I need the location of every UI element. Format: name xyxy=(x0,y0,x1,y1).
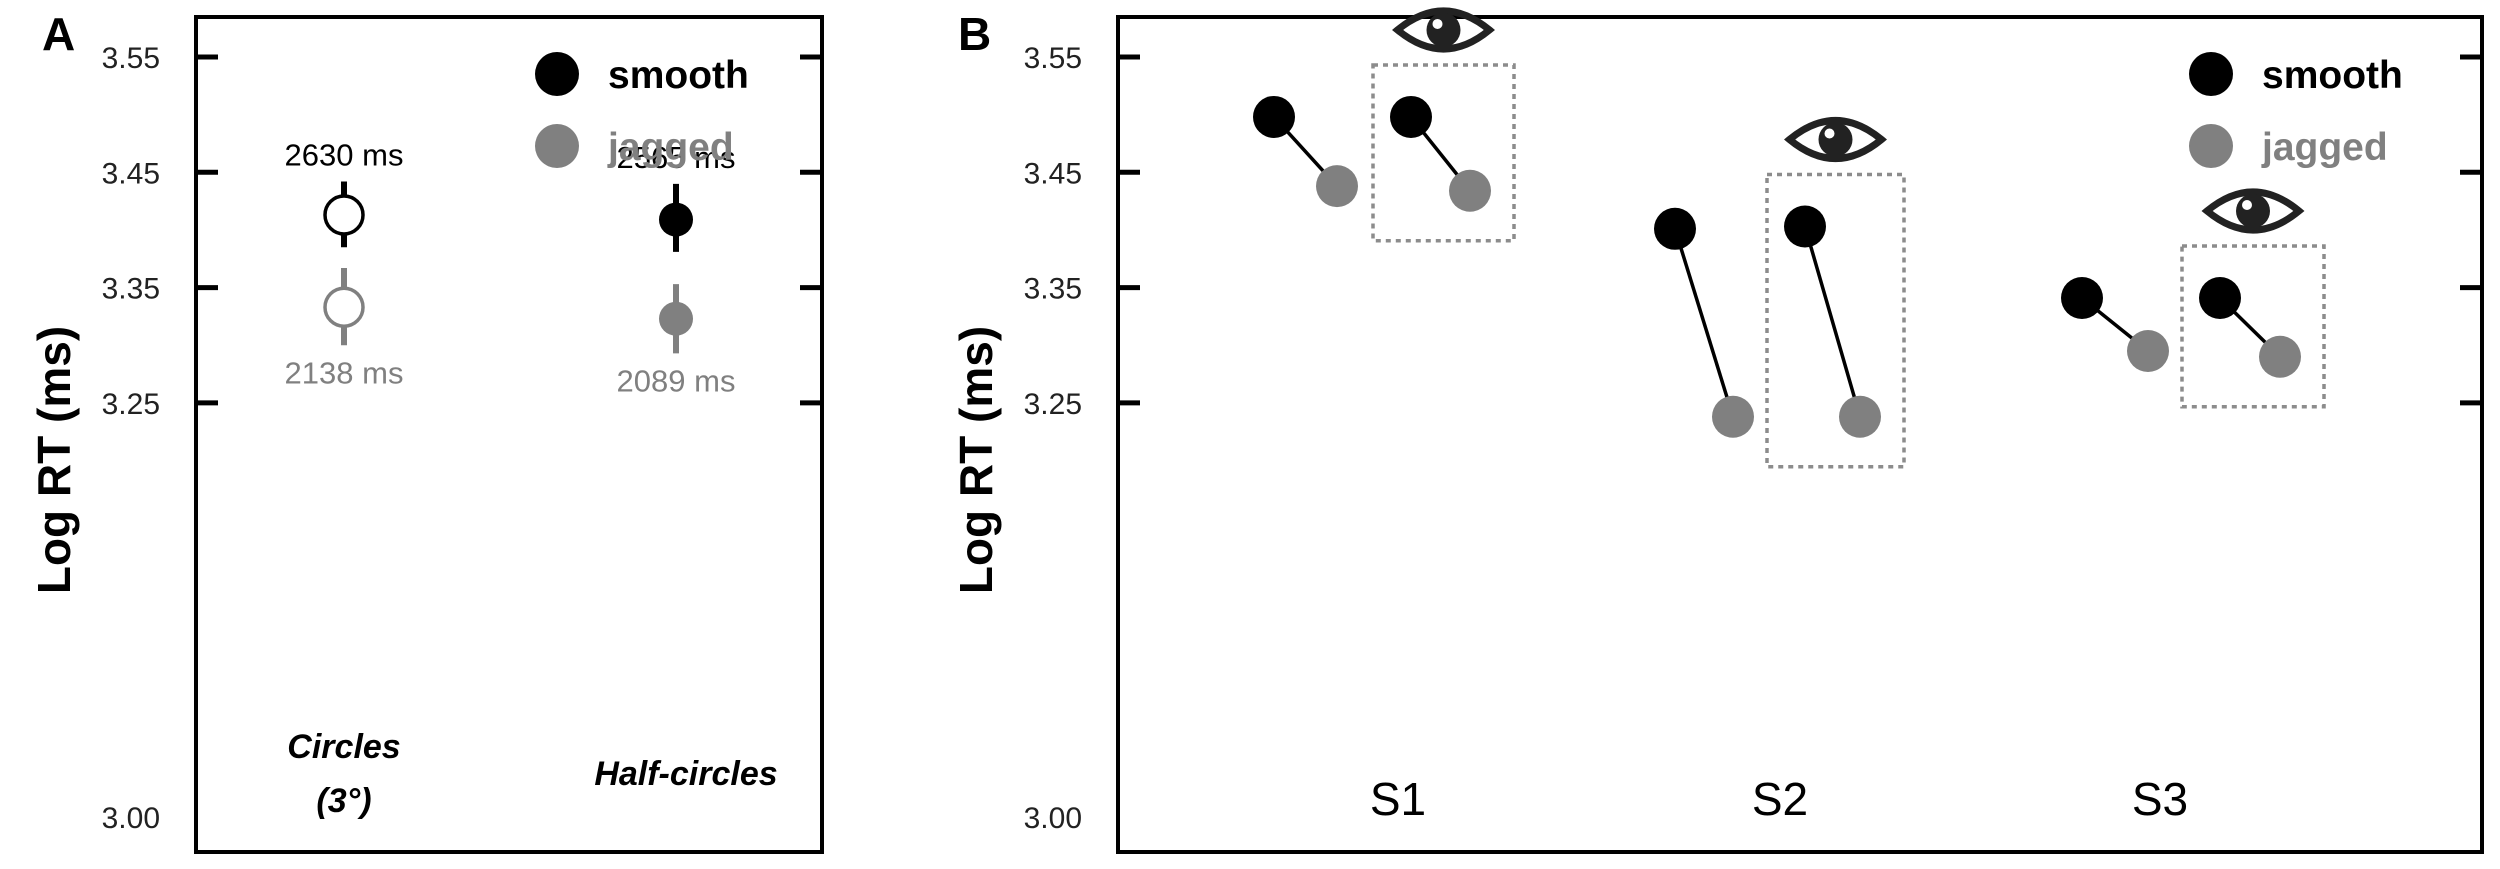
y-tick-label: 3.35 xyxy=(102,273,160,306)
legend-smooth-label: smooth xyxy=(608,54,749,97)
y-tick-label: 3.55 xyxy=(1024,42,1082,75)
smooth-point xyxy=(1654,207,1696,250)
panel-b-ylabel: Log RT (ms) xyxy=(950,326,1002,594)
legend-smooth-label: smooth xyxy=(2262,54,2403,97)
jagged-point xyxy=(2259,335,2301,378)
eye-iris xyxy=(1818,122,1853,157)
panel-a: A Log RT (ms) 3.55 3.45 3.35 3.25 3.00 2630 … xyxy=(28,8,824,854)
jagged-point xyxy=(323,286,365,328)
smooth-point xyxy=(1390,95,1432,138)
subject-label-s3: S3 xyxy=(2132,773,2188,825)
panel-b-frame xyxy=(1116,15,2484,854)
smooth-point xyxy=(2061,276,2103,319)
smooth-value-label: 2630 ms xyxy=(285,138,404,173)
panel-b-label: B xyxy=(958,8,991,60)
panel-a-category-labels: Circles (3°) Half-circles xyxy=(287,728,777,820)
eye-outline xyxy=(2201,188,2305,234)
y-tick-label: 3.35 xyxy=(1024,273,1082,306)
s2-pair-line xyxy=(1803,226,1862,418)
smooth-point xyxy=(323,194,365,236)
panel-a-marks: 2630 ms 2565 ms 2138 ms 2089 ms xyxy=(285,138,736,399)
smooth-point xyxy=(1784,205,1826,248)
eye-outline xyxy=(1392,7,1495,53)
y-tick-label: 3.00 xyxy=(102,802,160,835)
eye-iris xyxy=(2236,193,2270,228)
legend-jagged-marker xyxy=(535,124,579,168)
smooth-point xyxy=(1253,95,1295,138)
jagged-point xyxy=(659,301,693,336)
panel-a-label: A xyxy=(42,8,75,60)
legend-jagged-label: jagged xyxy=(2261,126,2388,169)
y-tick-label: 3.45 xyxy=(102,157,160,190)
subject-label-s2: S2 xyxy=(1752,773,1808,825)
eye-highlight xyxy=(1824,128,1835,139)
smooth-value-label: 2565 ms xyxy=(617,140,736,175)
eye-outline xyxy=(1784,117,1887,162)
panel-a-frame xyxy=(194,15,824,854)
panel-b-legend: smooth jagged xyxy=(2189,52,2403,169)
panel-a-y-axis: 3.55 3.45 3.35 3.25 3.00 xyxy=(102,42,822,835)
category-label-circles-size: (3°) xyxy=(316,782,371,820)
jagged-point xyxy=(1449,169,1491,212)
panel-b-marks: S1 S2 S3 xyxy=(1253,7,2326,825)
y-tick-label: 3.00 xyxy=(1024,802,1082,835)
panel-b-y-axis: 3.55 3.45 3.35 3.25 3.00 xyxy=(1024,42,2482,835)
jagged-point xyxy=(2127,330,2169,373)
eye-condition-box xyxy=(1371,63,1516,243)
eye-iris xyxy=(1426,12,1461,47)
smooth-point xyxy=(2199,276,2241,319)
panel-b: B Log RT (ms) 3.553.453.353.253.00 S1 S2 S… xyxy=(950,7,2484,854)
eye-icon xyxy=(1392,7,1495,53)
subject-label-s1: S1 xyxy=(1370,773,1426,825)
eye-highlight xyxy=(2242,199,2252,210)
eye-highlight xyxy=(1432,18,1443,29)
legend-smooth-marker xyxy=(2189,52,2233,96)
jagged-point xyxy=(1316,165,1358,208)
jagged-point xyxy=(1712,395,1754,438)
jagged-point xyxy=(1839,395,1881,438)
eye-condition-box xyxy=(2180,244,2326,409)
legend-jagged-marker xyxy=(2189,124,2233,168)
eye-icon xyxy=(2201,188,2305,234)
jagged-value-label: 2138 ms xyxy=(285,355,404,390)
y-tick-label: 3.45 xyxy=(1024,157,1082,190)
s2-pair-line xyxy=(1673,228,1735,418)
category-label-half-circles: Half-circles xyxy=(594,755,777,793)
smooth-point xyxy=(659,202,693,237)
jagged-value-label: 2089 ms xyxy=(617,363,736,398)
panel-a-legend: smooth jagged xyxy=(535,52,749,169)
y-tick-label: 3.25 xyxy=(1024,388,1082,421)
y-tick-label: 3.55 xyxy=(102,42,160,75)
legend-jagged-label: jagged xyxy=(607,126,734,169)
panel-a-ylabel: Log RT (ms) xyxy=(28,326,80,594)
eye-condition-box xyxy=(1765,172,1906,469)
legend-smooth-marker xyxy=(535,52,579,96)
eye-icon xyxy=(1784,117,1887,162)
y-tick-label: 3.25 xyxy=(102,388,160,421)
category-label-circles: Circles xyxy=(287,728,400,766)
